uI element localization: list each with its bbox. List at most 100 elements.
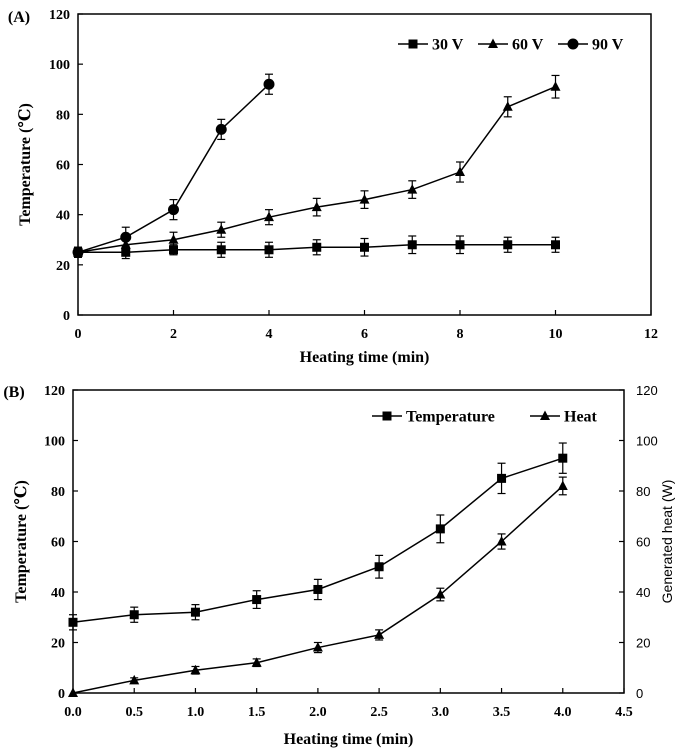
data-point — [215, 123, 227, 135]
legend: Temperature Heat — [372, 409, 598, 426]
x-tick-label: 10 — [549, 327, 563, 342]
series-60-v — [73, 74, 561, 258]
legend-marker — [540, 410, 550, 420]
y-tick-label: 40 — [51, 586, 65, 601]
data-point — [374, 629, 385, 639]
plot-frame — [77, 13, 652, 316]
legend: 30 V 60 V 90 V — [398, 37, 624, 54]
data-point — [557, 480, 568, 490]
legend-label: Temperature — [406, 409, 495, 426]
data-point — [503, 240, 513, 250]
y-axis-title: Temperature (℃) — [17, 103, 34, 226]
y-right-tick-label: 0 — [636, 686, 643, 701]
data-point — [264, 211, 274, 222]
data-point — [68, 617, 78, 627]
data-point — [551, 240, 560, 250]
x-tick-label: 4.5 — [615, 705, 633, 720]
data-point — [129, 610, 139, 620]
y-tick-label: 20 — [56, 259, 70, 274]
legend-label: 60 V — [512, 37, 544, 54]
panel-b-chart: (B) 0 20 40 60 80 100 120 0.0 0.5 1.0 1.5 2.0 2.5 3.0 3… — [3, 383, 675, 748]
plot-frame — [72, 389, 625, 694]
data-point — [455, 166, 465, 177]
y-tick-label: 0 — [63, 309, 70, 324]
data-point — [264, 245, 274, 255]
y-right-tick-label: 60 — [636, 535, 650, 550]
data-point — [435, 524, 445, 534]
data-point — [216, 224, 227, 234]
data-point — [68, 687, 78, 697]
data-point — [190, 664, 201, 675]
data-point — [311, 201, 322, 212]
legend-marker — [567, 38, 579, 50]
y-tick-label: 80 — [51, 485, 65, 500]
x-tick-label: 1.0 — [187, 705, 205, 720]
data-point — [312, 642, 323, 652]
data-point — [374, 562, 384, 572]
series-heat — [68, 476, 568, 697]
x-tick-label: 0.5 — [125, 705, 143, 720]
legend-label: 30 V — [432, 37, 464, 54]
data-point — [359, 194, 370, 204]
y-tick-label: 100 — [49, 58, 70, 73]
y-tick-label: 0 — [58, 687, 65, 702]
series-30-v — [73, 235, 560, 260]
data-point — [496, 536, 507, 546]
data-point — [169, 245, 178, 255]
data-point — [435, 589, 446, 599]
y-right-tick-label: 80 — [636, 484, 650, 499]
data-point — [168, 234, 179, 244]
legend-label: 90 V — [592, 37, 624, 54]
x-tick-label: 3.5 — [493, 705, 511, 720]
x-tick-label: 4.0 — [554, 705, 572, 720]
x-axis-title: Heating time (min) — [284, 731, 414, 748]
data-point — [550, 81, 561, 91]
legend-marker — [408, 39, 418, 49]
data-point — [455, 240, 465, 250]
data-point — [216, 245, 226, 255]
y-tick-label: 120 — [49, 8, 70, 23]
panel-a-chart: (A) 0 20 40 60 80 100 120 0 2 4 6 8 10 12 Heating time … — [8, 8, 658, 366]
data-point — [251, 657, 262, 667]
y-axis-title: Temperature (℃) — [13, 480, 30, 603]
data-point — [252, 595, 262, 605]
data-point — [497, 473, 507, 483]
x-tick-label: 12 — [644, 327, 658, 342]
data-point — [407, 240, 417, 250]
y-tick-label: 100 — [44, 435, 65, 450]
data-point — [312, 242, 322, 252]
legend-marker — [382, 411, 392, 421]
legend-label: Heat — [564, 409, 598, 426]
series-line — [77, 83, 270, 254]
data-point — [190, 607, 200, 617]
series-90-v — [72, 73, 275, 258]
y-right-tick-label: 120 — [636, 383, 658, 398]
x-tick-label: 1.5 — [248, 705, 266, 720]
x-tick-label: 2 — [170, 327, 177, 342]
data-point — [120, 231, 132, 243]
data-point — [129, 674, 140, 685]
x-tick-label: 0.0 — [64, 705, 82, 720]
data-point — [360, 242, 369, 252]
data-point — [313, 584, 323, 594]
y-right-tick-label: 100 — [636, 434, 658, 449]
panel-label: (B) — [3, 384, 24, 401]
y-tick-label: 60 — [56, 159, 70, 174]
y-right-tick-label: 20 — [636, 636, 650, 651]
x-tick-label: 8 — [457, 327, 464, 342]
y-axis-right-title: Generated heat (W) — [659, 480, 675, 604]
y-tick-label: 60 — [51, 536, 65, 551]
x-tick-label: 2.5 — [370, 705, 388, 720]
y-tick-label: 80 — [56, 108, 70, 123]
x-tick-label: 3.0 — [432, 705, 450, 720]
y-tick-label: 20 — [51, 637, 65, 652]
data-point — [502, 101, 513, 111]
x-tick-label: 2.0 — [309, 705, 327, 720]
x-tick-label: 0 — [75, 327, 82, 342]
panel-label: (A) — [8, 9, 30, 26]
data-point — [168, 204, 179, 216]
data-point — [558, 453, 568, 463]
x-axis-title: Heating time (min) — [300, 349, 430, 366]
y-right-tick-label: 40 — [636, 585, 650, 600]
